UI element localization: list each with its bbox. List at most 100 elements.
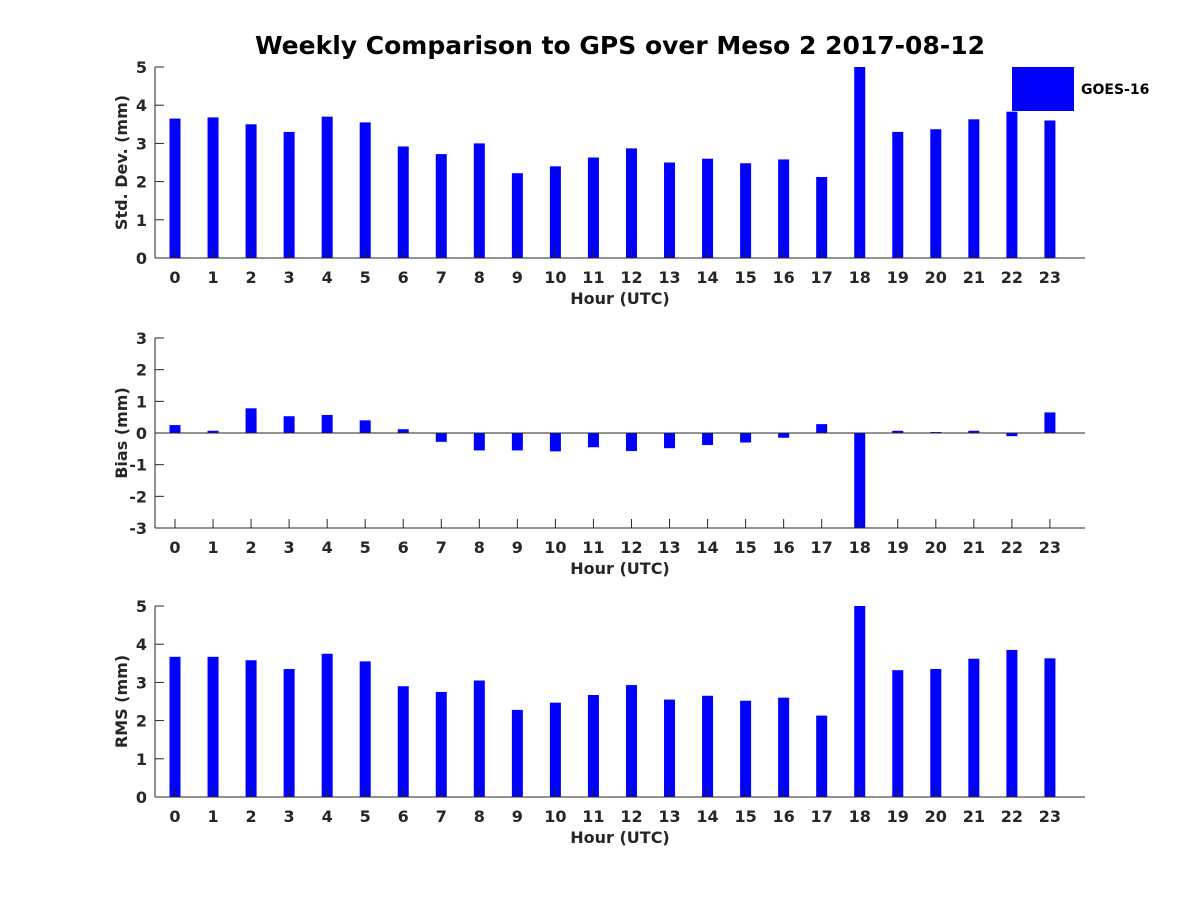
std-dev-x-tick-label: 15 — [734, 268, 756, 287]
bias-x-tick-label: 20 — [925, 538, 947, 557]
std-dev-bar-hour-3 — [283, 131, 295, 258]
std-dev-x-tick-label: 22 — [1001, 268, 1023, 287]
bias-x-tick-label: 10 — [544, 538, 566, 557]
rms-y-axis-label: RMS (mm) — [112, 655, 131, 748]
std-dev-bar-hour-12 — [625, 148, 637, 258]
std-dev-y-tick-label: 1 — [136, 211, 147, 230]
std-dev-y-tick-label: 4 — [136, 96, 147, 115]
bias-bar-hour-3 — [283, 416, 295, 433]
bias-bar-hour-13 — [664, 433, 676, 449]
rms-bar-hour-20 — [930, 669, 942, 797]
std-dev-bar-hour-14 — [702, 158, 714, 258]
chart-title: Weekly Comparison to GPS over Meso 2 201… — [255, 31, 985, 60]
std-dev-y-tick-label: 5 — [136, 58, 147, 77]
rms-x-tick-label: 11 — [582, 807, 604, 826]
rms-bar-hour-0 — [169, 656, 181, 797]
std-dev-bar-hour-13 — [664, 162, 676, 258]
bias-bar-hour-0 — [169, 425, 181, 433]
std-dev-x-tick-label: 6 — [398, 268, 409, 287]
std-dev-bar-hour-7 — [435, 154, 447, 258]
std-dev-x-tick-label: 23 — [1039, 268, 1061, 287]
bias-bar-hour-14 — [702, 433, 714, 446]
rms-x-tick-label: 8 — [474, 807, 485, 826]
rms-x-tick-label: 4 — [322, 807, 333, 826]
bias-bar-hour-11 — [587, 433, 599, 448]
std-dev-bar-hour-21 — [968, 119, 980, 258]
rms-bar-hour-16 — [778, 697, 790, 797]
rms-bar-hour-6 — [397, 686, 409, 797]
std-dev-x-tick-label: 10 — [544, 268, 566, 287]
rms-x-tick-label: 9 — [512, 807, 523, 826]
bias-y-tick-label: 1 — [136, 392, 147, 411]
std-dev-x-tick-label: 7 — [436, 268, 447, 287]
bias-y-tick-label: -3 — [129, 519, 147, 538]
legend: GOES-16 — [1012, 67, 1149, 111]
rms-x-tick-label: 22 — [1001, 807, 1023, 826]
std-dev-bar-hour-17 — [816, 177, 828, 258]
rms-x-axis-label: Hour (UTC) — [570, 828, 670, 847]
rms-x-tick-label: 2 — [246, 807, 257, 826]
rms-bar-hour-18 — [854, 606, 866, 797]
rms-bar-hour-7 — [435, 691, 447, 797]
rms-y-tick-label: 1 — [136, 750, 147, 769]
std-dev-y-tick-label: 3 — [136, 134, 147, 153]
bias-x-tick-label: 12 — [620, 538, 642, 557]
rms-bar-hour-22 — [1006, 649, 1018, 797]
bias-bar-hour-19 — [892, 430, 904, 433]
rms-bar-hour-5 — [359, 661, 371, 797]
bias-x-tick-label: 22 — [1001, 538, 1023, 557]
std-dev-x-tick-label: 17 — [811, 268, 833, 287]
std-dev-x-tick-label: 21 — [963, 268, 985, 287]
rms-bar-hour-4 — [321, 653, 333, 797]
rms-x-tick-label: 23 — [1039, 807, 1061, 826]
rms-x-tick-label: 14 — [696, 807, 718, 826]
std-dev-bar-hour-16 — [778, 159, 790, 258]
bias-bar-hour-2 — [245, 408, 257, 433]
rms-x-tick-label: 10 — [544, 807, 566, 826]
rms-y-tick-label: 0 — [136, 788, 147, 807]
std-dev-x-tick-label: 18 — [849, 268, 871, 287]
std-dev-bar-hour-23 — [1044, 120, 1056, 258]
bias-x-tick-label: 0 — [169, 538, 180, 557]
std-dev-y-tick-label: 2 — [136, 173, 147, 192]
rms-x-tick-label: 13 — [658, 807, 680, 826]
rms-bar-hour-23 — [1044, 658, 1056, 797]
std-dev-bar-hour-15 — [740, 163, 752, 258]
bias-y-axis-label: Bias (mm) — [112, 387, 131, 479]
std-dev-x-tick-label: 19 — [887, 268, 909, 287]
bias-bar-hour-22 — [1006, 433, 1018, 437]
bias-x-tick-label: 8 — [474, 538, 485, 557]
rms-bar-hour-15 — [740, 700, 752, 797]
bias-bar-hour-5 — [359, 420, 371, 433]
rms-x-tick-label: 3 — [284, 807, 295, 826]
bias-bar-hour-10 — [549, 433, 561, 452]
bias-y-tick-label: 0 — [136, 424, 147, 443]
std-dev-bar-hour-6 — [397, 146, 409, 258]
std-dev-bar-hour-9 — [511, 173, 523, 258]
bias-bar-hour-1 — [207, 430, 219, 433]
bias-bar-hour-9 — [511, 433, 523, 451]
std-dev-bar-hour-18 — [854, 67, 866, 258]
std-dev-x-tick-label: 16 — [773, 268, 795, 287]
rms-x-tick-label: 18 — [849, 807, 871, 826]
bias-x-tick-label: 7 — [436, 538, 447, 557]
std-dev-x-tick-label: 14 — [696, 268, 718, 287]
std-dev-y-axis-label: Std. Dev. (mm) — [112, 95, 131, 230]
bias-x-tick-label: 21 — [963, 538, 985, 557]
rms-y-tick-label: 2 — [136, 712, 147, 731]
bias-bar-hour-21 — [968, 430, 980, 433]
rms-x-tick-label: 17 — [811, 807, 833, 826]
bias-bar-hour-15 — [740, 433, 752, 443]
rms-x-tick-label: 20 — [925, 807, 947, 826]
bias-bar-hour-6 — [397, 429, 409, 433]
rms-x-tick-label: 5 — [360, 807, 371, 826]
bias-x-tick-label: 1 — [207, 538, 218, 557]
std-dev-bar-hour-4 — [321, 116, 333, 258]
rms-bar-hour-10 — [549, 702, 561, 797]
std-dev-x-tick-label: 13 — [658, 268, 680, 287]
rms-bar-hour-21 — [968, 658, 980, 797]
bias-y-tick-label: -1 — [129, 456, 147, 475]
